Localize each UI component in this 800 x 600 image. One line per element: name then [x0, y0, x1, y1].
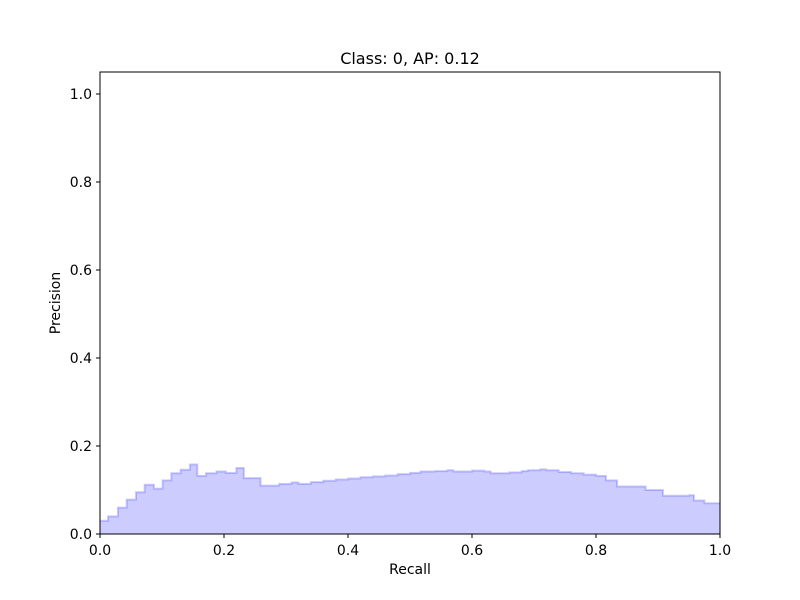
x-tick-label: 0.6: [461, 543, 483, 559]
pr-area-fill: [100, 464, 720, 534]
axes-frame: [99, 71, 721, 535]
x-axis-label: Recall: [389, 562, 431, 578]
y-axis-label: Precision: [48, 272, 64, 334]
chart-title: Class: 0, AP: 0.12: [340, 49, 480, 68]
y-tick-label: 0.4: [70, 351, 92, 367]
x-tick-label: 1.0: [709, 543, 731, 559]
y-tick-label: 0.2: [70, 439, 92, 455]
x-tick-label: 0.4: [337, 543, 359, 559]
x-tick-label: 0.0: [89, 543, 111, 559]
pr-step-line: [100, 463, 720, 522]
plot-area: [100, 463, 720, 534]
y-tick-label: 0.0: [70, 527, 92, 543]
y-axis: 0.0 0.2 0.4 0.6 0.8 1.0: [70, 87, 100, 543]
y-tick-label: 0.6: [70, 263, 92, 279]
y-tick-label: 1.0: [70, 87, 92, 103]
x-axis: 0.0 0.2 0.4 0.6 0.8 1.0: [89, 534, 731, 559]
x-tick-label: 0.2: [213, 543, 235, 559]
y-tick-label: 0.8: [70, 175, 92, 191]
x-tick-label: 0.8: [585, 543, 607, 559]
